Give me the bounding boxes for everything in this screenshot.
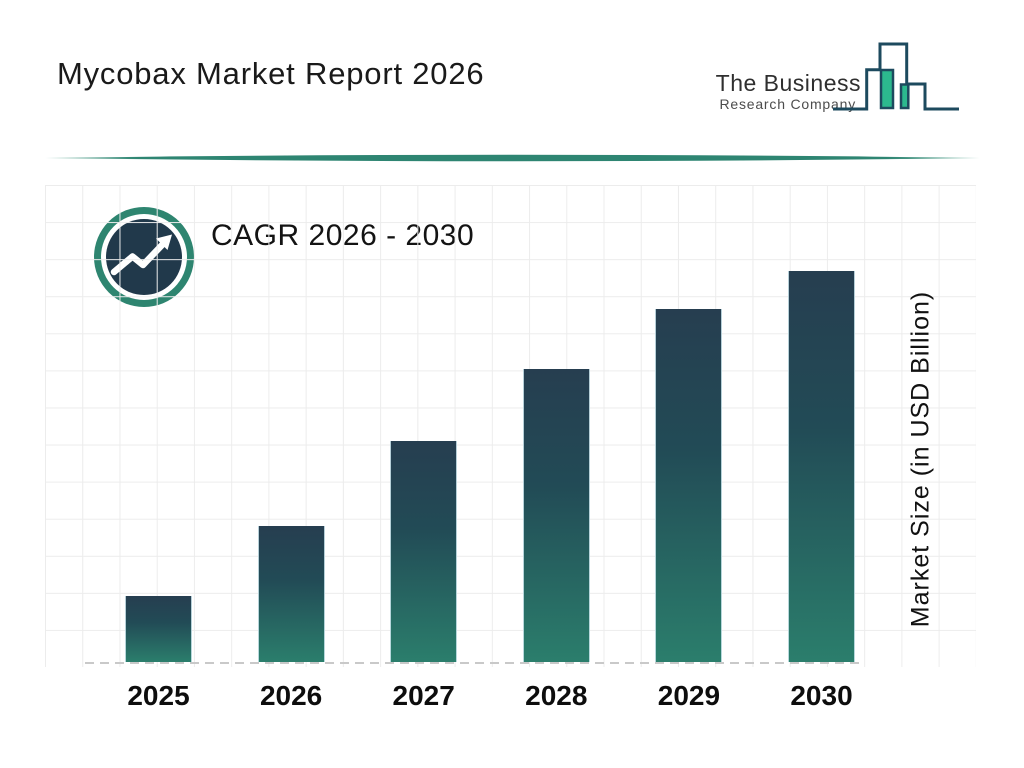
x-label-2029: 2029 (657, 680, 721, 711)
x-axis-labels: 2025 2026 2027 2028 2029 2030 (45, 680, 976, 720)
bars-layer (45, 185, 976, 667)
divider-line (45, 154, 980, 162)
bar-2026 (257, 526, 325, 662)
logo-text-line2: Research Company (719, 96, 856, 112)
bar-2030 (788, 271, 855, 662)
x-label-2025: 2025 (127, 680, 190, 711)
bar-2027 (390, 441, 458, 662)
skyline-bars-logo-icon (833, 42, 959, 111)
x-label-2030: 2030 (790, 680, 853, 711)
x-axis-baseline (85, 662, 862, 664)
x-label-2026: 2026 (259, 680, 323, 711)
logo-text-line1: The Business (715, 70, 861, 96)
bar-2028 (522, 369, 590, 662)
x-label-2027: 2027 (392, 680, 455, 711)
x-label-2028: 2028 (525, 680, 588, 711)
y-axis-label: Market Size (in USD Billion) (906, 290, 935, 628)
bar-2025 (125, 596, 192, 662)
chart-plot-area (45, 185, 976, 667)
bar-2029 (655, 309, 723, 662)
page-title: Mycobax Market Report 2026 (57, 56, 485, 91)
